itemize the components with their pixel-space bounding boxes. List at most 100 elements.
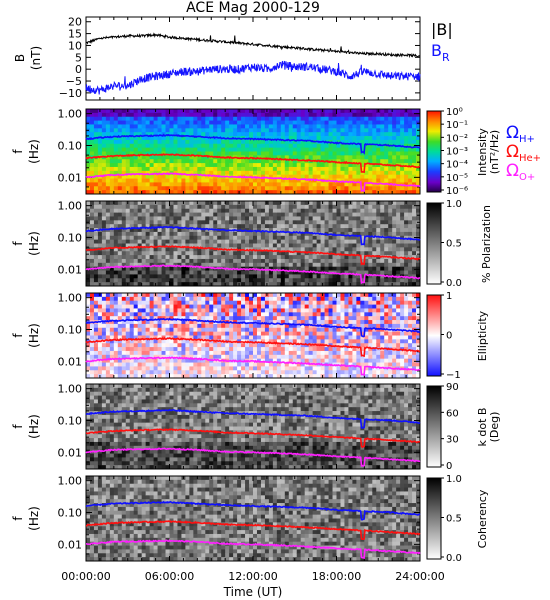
- ellipticity-cell: [217, 323, 222, 329]
- ellipticity-cell: [165, 370, 170, 375]
- polarization-cell: [368, 270, 373, 275]
- polarization-cell: [245, 204, 250, 210]
- polarization-cell: [197, 266, 202, 271]
- intensity-cell: [181, 116, 186, 121]
- polarization-cell: [276, 216, 282, 221]
- polarization-cell: [101, 243, 107, 248]
- intensity-cell: [137, 139, 143, 145]
- ellipticity-cell: [165, 358, 170, 363]
- ellipticity-cell: [113, 320, 119, 325]
- ellipticity-cell: [113, 304, 119, 309]
- polarization-cell: [237, 274, 242, 279]
- ellipticity-cell: [117, 296, 123, 302]
- intensity-cell: [233, 182, 238, 187]
- intensity-cell: [412, 186, 417, 191]
- polarization-cell: [241, 258, 246, 264]
- intensity-cell: [324, 151, 329, 156]
- ellipticity-cell: [276, 358, 282, 363]
- intensity-cell: [185, 163, 190, 168]
- intensity-cell: [105, 186, 111, 191]
- intensity-cell: [149, 128, 154, 133]
- intensity-cell: [121, 112, 127, 118]
- ellipticity-cell: [113, 350, 119, 356]
- intensity-cell: [388, 120, 393, 125]
- polarization-cell: [328, 228, 333, 233]
- polarization-cell: [193, 224, 198, 229]
- ellipticity-cell: [213, 350, 218, 356]
- ellipticity-cell: [173, 362, 178, 367]
- intensity-cell: [237, 139, 242, 145]
- intensity-cell: [376, 120, 381, 125]
- intensity-cell: [256, 178, 262, 183]
- intensity-cell: [161, 136, 166, 141]
- polarization-cell: [225, 231, 230, 237]
- ellipticity-cell: [185, 308, 190, 313]
- polarization-cell: [360, 251, 365, 256]
- ellipticity-cell: [213, 300, 218, 305]
- ellipticity-cell: [101, 327, 107, 333]
- polarization-cell: [280, 255, 286, 260]
- polarization-cell: [169, 235, 174, 241]
- polarization-cell: [241, 282, 246, 287]
- ellipticity-cell: [145, 316, 151, 321]
- intensity-cell: [276, 155, 282, 160]
- intensity-cell: [356, 174, 361, 179]
- intensity-cell: [181, 166, 186, 172]
- polarization-cell: [256, 216, 262, 221]
- intensity-cell: [185, 159, 190, 164]
- polarization-cell: [268, 204, 274, 210]
- intensity-cell: [213, 170, 218, 176]
- polarization-cell: [384, 258, 389, 264]
- polarization-cell: [344, 258, 349, 264]
- intensity-cell: [133, 178, 139, 183]
- polarization-cell: [237, 235, 242, 241]
- polarization-cell: [233, 235, 238, 241]
- polarization-cell: [324, 282, 329, 287]
- ellipticity-cell: [181, 296, 186, 302]
- ellipticity-cell: [197, 300, 202, 305]
- polarization-cell: [133, 235, 139, 241]
- intensity-cell: [308, 132, 314, 137]
- intensity-cell: [284, 109, 290, 114]
- ellipticity-cell: [109, 320, 115, 325]
- ellipticity-cell: [125, 316, 131, 321]
- ellipticity-cell: [249, 327, 254, 333]
- polarization-cell: [185, 258, 190, 264]
- intensity-cell: [101, 166, 107, 172]
- intensity-cell: [412, 147, 417, 152]
- polarization-cell: [372, 224, 377, 229]
- ellipticity-cell: [101, 304, 107, 309]
- polarization-cell: [344, 255, 349, 260]
- intensity-cell: [332, 109, 337, 114]
- intensity-cell: [97, 170, 103, 176]
- ellipticity-cell: [292, 296, 298, 302]
- intensity-cell: [372, 182, 377, 187]
- intensity-cell: [109, 120, 115, 125]
- intensity-cell: [173, 186, 178, 191]
- polarization-cell: [412, 228, 417, 233]
- intensity-cell: [149, 190, 154, 195]
- polarization-cell: [241, 212, 246, 217]
- polarization-cell: [340, 258, 345, 264]
- polarization-cell: [197, 278, 202, 283]
- intensity-cell: [400, 170, 405, 176]
- polarization-cell: [356, 228, 361, 233]
- intensity-cell: [384, 190, 389, 195]
- intensity-cell: [169, 166, 174, 172]
- intensity-cell: [344, 124, 349, 129]
- polarization-cell: [316, 212, 321, 217]
- intensity-cell: [272, 112, 278, 118]
- intensity-cell: [320, 170, 325, 176]
- intensity-cell: [181, 139, 186, 145]
- polarization-cell: [304, 270, 310, 275]
- polarization-cell: [89, 220, 95, 225]
- ellipticity-cell: [201, 339, 206, 344]
- polarization-cell: [404, 251, 409, 256]
- intensity-cell: [332, 132, 337, 137]
- intensity-cell: [268, 174, 274, 179]
- legend-b-radial-main: B: [431, 41, 442, 60]
- polarization-cell: [288, 255, 294, 260]
- ellipticity-cell: [241, 312, 246, 317]
- intensity-cell: [185, 139, 190, 145]
- intensity-cell: [332, 116, 337, 121]
